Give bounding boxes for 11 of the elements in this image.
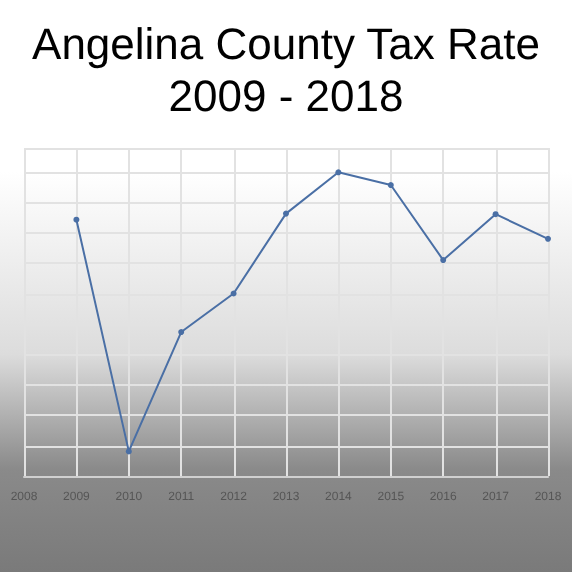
- point: [492, 211, 499, 218]
- point: [440, 257, 447, 264]
- point: [125, 448, 132, 455]
- point: [230, 290, 237, 297]
- point: [178, 329, 185, 336]
- point: [387, 182, 394, 189]
- point: [283, 210, 289, 217]
- point: [73, 216, 80, 223]
- point: [335, 169, 342, 176]
- point: [545, 235, 551, 242]
- chart-title: Angelina County Tax Rate 2009 - 2018: [32, 19, 540, 121]
